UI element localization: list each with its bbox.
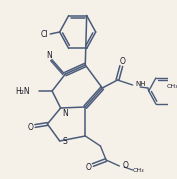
Text: O: O — [27, 122, 33, 132]
Text: O: O — [119, 57, 125, 66]
Text: Cl: Cl — [41, 30, 48, 38]
Text: H₂N: H₂N — [16, 86, 30, 96]
Text: N: N — [62, 108, 68, 117]
Text: CH₃: CH₃ — [166, 84, 177, 88]
Text: O: O — [85, 163, 91, 171]
Text: N: N — [46, 50, 52, 59]
Text: CH₃: CH₃ — [133, 168, 144, 173]
Text: NH: NH — [135, 81, 146, 87]
Text: O: O — [122, 161, 128, 171]
Text: S: S — [63, 137, 68, 146]
